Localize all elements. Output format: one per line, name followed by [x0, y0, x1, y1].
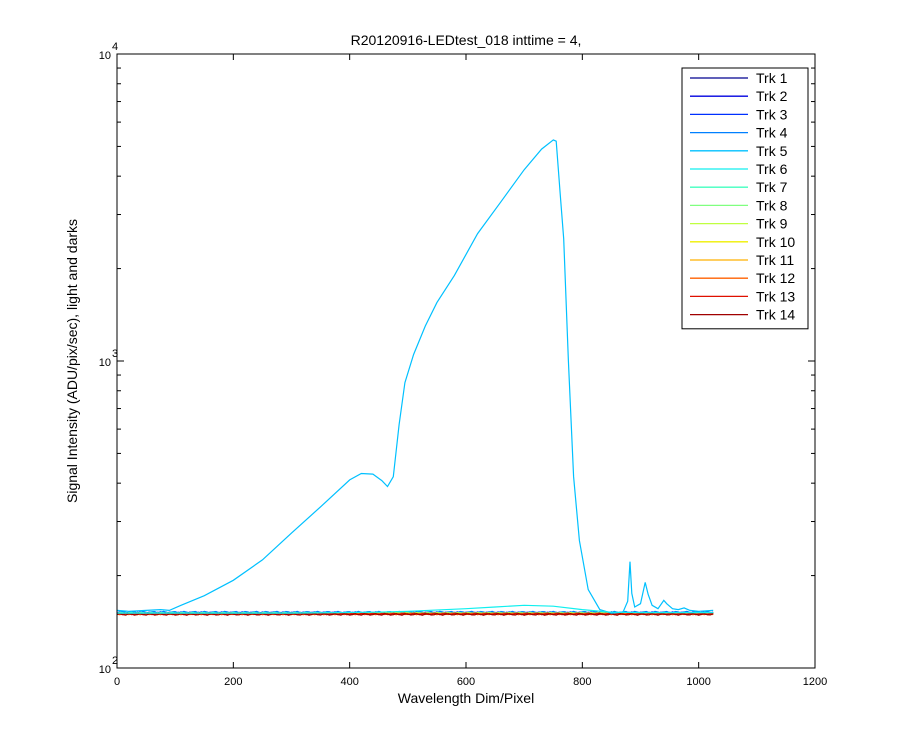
- x-tick-label: 400: [340, 676, 358, 688]
- legend-label: Trk 12: [756, 270, 795, 286]
- legend-label: Trk 14: [756, 307, 795, 323]
- legend: Trk 1 Trk 2 Trk 3 Trk 4 Trk 5 Trk 6 Trk 7 Trk 8…: [681, 67, 809, 330]
- series-layer: [116, 139, 714, 616]
- legend-label: Trk 8: [756, 197, 788, 213]
- legend-label: Trk 13: [756, 288, 795, 304]
- series-line-trk-5: [116, 139, 714, 614]
- series-line-trk-14: [116, 612, 714, 616]
- legend-label: Trk 5: [756, 143, 788, 159]
- y-tick-label-base: 10: [99, 664, 111, 676]
- y-tick-label-base: 10: [99, 357, 111, 369]
- legend-label: Trk 10: [756, 234, 795, 250]
- x-tick-label: 200: [224, 676, 242, 688]
- legend-label: Trk 7: [756, 179, 788, 195]
- x-tick-label: 800: [573, 676, 591, 688]
- x-axis-label: Wavelength Dim/Pixel: [398, 690, 534, 706]
- legend-label: Trk 4: [756, 125, 788, 141]
- x-tick-label: 600: [457, 676, 475, 688]
- legend-label: Trk 3: [756, 106, 788, 122]
- legend-label: Trk 11: [756, 252, 794, 268]
- x-tick-label: 1000: [686, 676, 710, 688]
- y-tick-label-exponent: 2: [112, 655, 118, 667]
- legend-box: [681, 67, 809, 330]
- legend-label: Trk 9: [756, 216, 788, 232]
- x-tick-label: 0: [114, 676, 120, 688]
- legend-label: Trk 1: [756, 70, 788, 86]
- y-tick-label-exponent: 3: [112, 348, 118, 360]
- y-tick-label-exponent: 4: [112, 41, 118, 53]
- legend-label: Trk 6: [756, 161, 788, 177]
- y-tick-label-base: 10: [99, 50, 111, 62]
- series-line-trk-6: [117, 604, 714, 614]
- y-axis-label: Signal Intensity (ADU/pix/sec), light an…: [64, 219, 80, 503]
- legend-label: Trk 2: [756, 88, 788, 104]
- x-tick-label: 1200: [803, 676, 827, 688]
- chart-title: R20120916-LEDtest_018 inttime = 4,: [351, 32, 582, 48]
